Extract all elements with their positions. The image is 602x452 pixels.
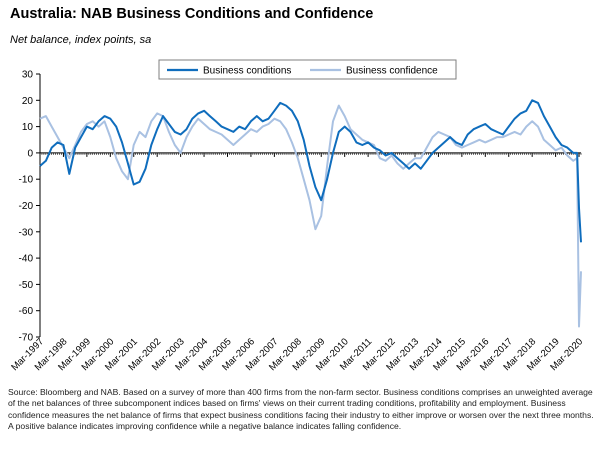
- series-lines: [39, 99, 582, 328]
- plot-area: 30 20 10 0 -10 -20 -30 -40 -50 -60 -70 Mar-1997Mar…: [9, 70, 585, 374]
- legend: Business conditions Business confidence: [158, 59, 457, 80]
- legend-label-conditions: Business conditions: [203, 66, 291, 77]
- legend-label-confidence: Business confidence: [346, 66, 438, 77]
- y-tick-label: -20: [19, 201, 34, 212]
- chart-title: Australia: NAB Business Conditions and C…: [10, 6, 374, 22]
- chart-subtitle: Net balance, index points, sa: [10, 34, 152, 46]
- y-tick-label: 10: [22, 122, 34, 133]
- y-tick-label: -60: [19, 306, 34, 317]
- y-tick-label: -30: [19, 227, 34, 238]
- series-line-confidence: [39, 104, 582, 328]
- line-chart: 30 20 10 0 -10 -20 -30 -40 -50 -60 -70 Mar-1997Mar…: [9, 59, 585, 374]
- x-axis: Mar-1997Mar-1998Mar-1999Mar-2000Mar-2001…: [9, 152, 585, 373]
- y-tick-label: -70: [19, 333, 34, 344]
- y-tick-label: 0: [27, 148, 33, 159]
- y-tick-label: -40: [19, 254, 34, 265]
- y-axis: 30 20 10 0 -10 -20 -30 -40 -50 -60 -70: [19, 70, 41, 344]
- y-tick-label: -10: [19, 175, 34, 186]
- legend-box: [158, 59, 457, 80]
- y-tick-label: -50: [19, 280, 34, 291]
- source-note: Source: Bloomberg and NAB. Based on a su…: [8, 387, 594, 432]
- y-tick-label: 20: [22, 96, 34, 107]
- y-tick-label: 30: [22, 70, 34, 81]
- series-line-conditions: [39, 99, 582, 243]
